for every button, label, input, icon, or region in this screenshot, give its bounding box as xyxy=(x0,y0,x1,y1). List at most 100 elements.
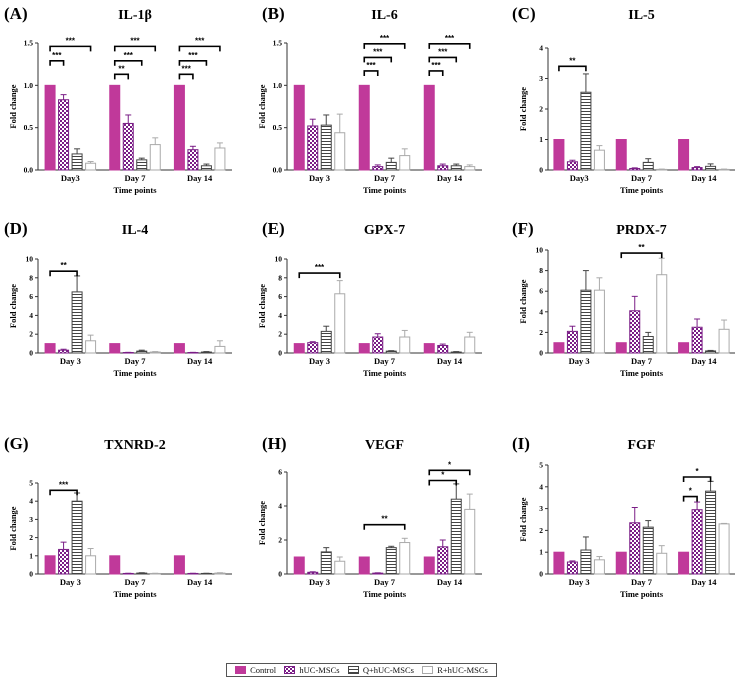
significance-label: *** xyxy=(380,34,390,43)
x-category-label: Day3 xyxy=(61,173,80,183)
y-tick-label: 1.5 xyxy=(273,39,283,48)
panel-letter: (C) xyxy=(512,4,536,23)
bar xyxy=(334,560,346,575)
bar xyxy=(173,343,185,354)
bar xyxy=(173,84,185,171)
bar xyxy=(320,551,332,575)
y-axis-label: Fold change xyxy=(257,284,267,328)
bar xyxy=(656,552,668,575)
y-tick-label: 3 xyxy=(539,504,543,513)
bar xyxy=(293,343,305,354)
significance-label: *** xyxy=(181,64,191,73)
significance-label: *** xyxy=(188,51,198,60)
bar xyxy=(464,508,476,575)
panel-letter: (E) xyxy=(262,219,285,238)
y-tick-label: 8 xyxy=(278,273,282,282)
y-tick-label: 0.0 xyxy=(273,166,283,175)
y-tick-label: 2 xyxy=(539,526,543,535)
legend-item-r-huc-mscs: R+hUC-MSCs xyxy=(422,665,488,675)
y-tick-label: 4 xyxy=(278,502,282,511)
y-axis-label: Fold change xyxy=(8,284,18,328)
bar xyxy=(307,342,319,354)
y-axis-label: Fold change xyxy=(8,84,18,128)
significance-label: ** xyxy=(118,64,125,73)
legend-label: Control xyxy=(250,665,277,675)
y-tick-label: 1 xyxy=(539,548,543,557)
y-tick-label: 3 xyxy=(29,515,33,524)
legend-swatch-huc-mscs xyxy=(284,666,296,674)
bar xyxy=(615,551,627,575)
panel-title: IL-1β xyxy=(118,8,152,23)
bar xyxy=(149,351,161,354)
significance-label: *** xyxy=(445,34,455,43)
bar xyxy=(85,340,97,354)
bar xyxy=(580,289,592,354)
x-category-label: Day 3 xyxy=(569,577,590,587)
bar xyxy=(691,509,703,575)
bar xyxy=(593,559,605,575)
y-tick-label: 4 xyxy=(29,497,33,506)
y-tick-label: 1.5 xyxy=(24,39,34,48)
panel-letter: (A) xyxy=(4,4,28,23)
bar xyxy=(44,555,56,575)
x-category-label: Day 3 xyxy=(60,356,81,366)
bar xyxy=(642,336,654,354)
panel-title: IL-6 xyxy=(371,8,397,23)
bar xyxy=(71,153,83,171)
bar xyxy=(136,159,148,171)
x-axis-label: Time points xyxy=(363,368,407,378)
legend-swatch-q-huc-mscs xyxy=(347,666,359,674)
bar xyxy=(437,546,449,575)
y-tick-label: 0 xyxy=(278,570,282,579)
significance-bracket xyxy=(558,65,587,72)
bar xyxy=(85,162,97,171)
x-axis-label: Time points xyxy=(620,368,664,378)
y-tick-label: 1.0 xyxy=(273,81,283,90)
y-tick-label: 1 xyxy=(539,135,543,144)
bar xyxy=(122,122,134,171)
significance-bracket xyxy=(113,45,157,52)
y-tick-label: 5 xyxy=(29,479,33,488)
bar xyxy=(705,350,717,354)
bar xyxy=(358,343,370,354)
legend-item-control: Control xyxy=(235,665,276,675)
y-tick-label: 10 xyxy=(26,255,34,264)
panel-letter: (H) xyxy=(262,434,287,453)
significance-label: ** xyxy=(60,261,67,270)
bar xyxy=(334,293,346,354)
panel-letter: (D) xyxy=(4,219,28,238)
y-tick-label: 2 xyxy=(29,533,33,542)
bar xyxy=(553,139,565,171)
bar xyxy=(307,571,319,575)
legend-label: R+hUC-MSCs xyxy=(437,665,488,675)
y-tick-label: 6 xyxy=(278,292,282,301)
x-axis-label: Time points xyxy=(620,589,664,599)
y-tick-label: 8 xyxy=(29,273,33,282)
panel-title: GPX-7 xyxy=(364,223,405,238)
chart-panel-gpx-7: (E) GPX-7 0 2 4 6 8 10 Fold change Day 3 Day 7 Day … xyxy=(257,219,482,378)
y-tick-label: 4 xyxy=(29,311,33,320)
bar xyxy=(423,84,435,171)
significance-bracket xyxy=(49,45,92,52)
legend-item-q-huc-mscs: Q+hUC-MSCs xyxy=(347,665,414,675)
y-tick-label: 0 xyxy=(539,166,543,175)
bar xyxy=(399,155,411,171)
bar xyxy=(464,166,476,171)
significance-bracket xyxy=(298,272,341,279)
legend-label: hUC-MSCs xyxy=(299,665,340,675)
bar xyxy=(173,555,185,575)
bar xyxy=(566,561,578,575)
bar xyxy=(678,139,690,171)
legend-label: Q+hUC-MSCs xyxy=(362,665,414,675)
panel-letter: (F) xyxy=(512,219,534,238)
y-tick-label: 2 xyxy=(539,105,543,114)
bar xyxy=(580,91,592,171)
panel-title: IL-4 xyxy=(122,223,148,238)
bar xyxy=(334,132,346,171)
bar xyxy=(109,343,121,354)
bar xyxy=(580,549,592,575)
x-category-label: Day 14 xyxy=(691,173,717,183)
panel-title: FGF xyxy=(628,438,656,453)
y-axis-label: Fold change xyxy=(518,497,528,541)
